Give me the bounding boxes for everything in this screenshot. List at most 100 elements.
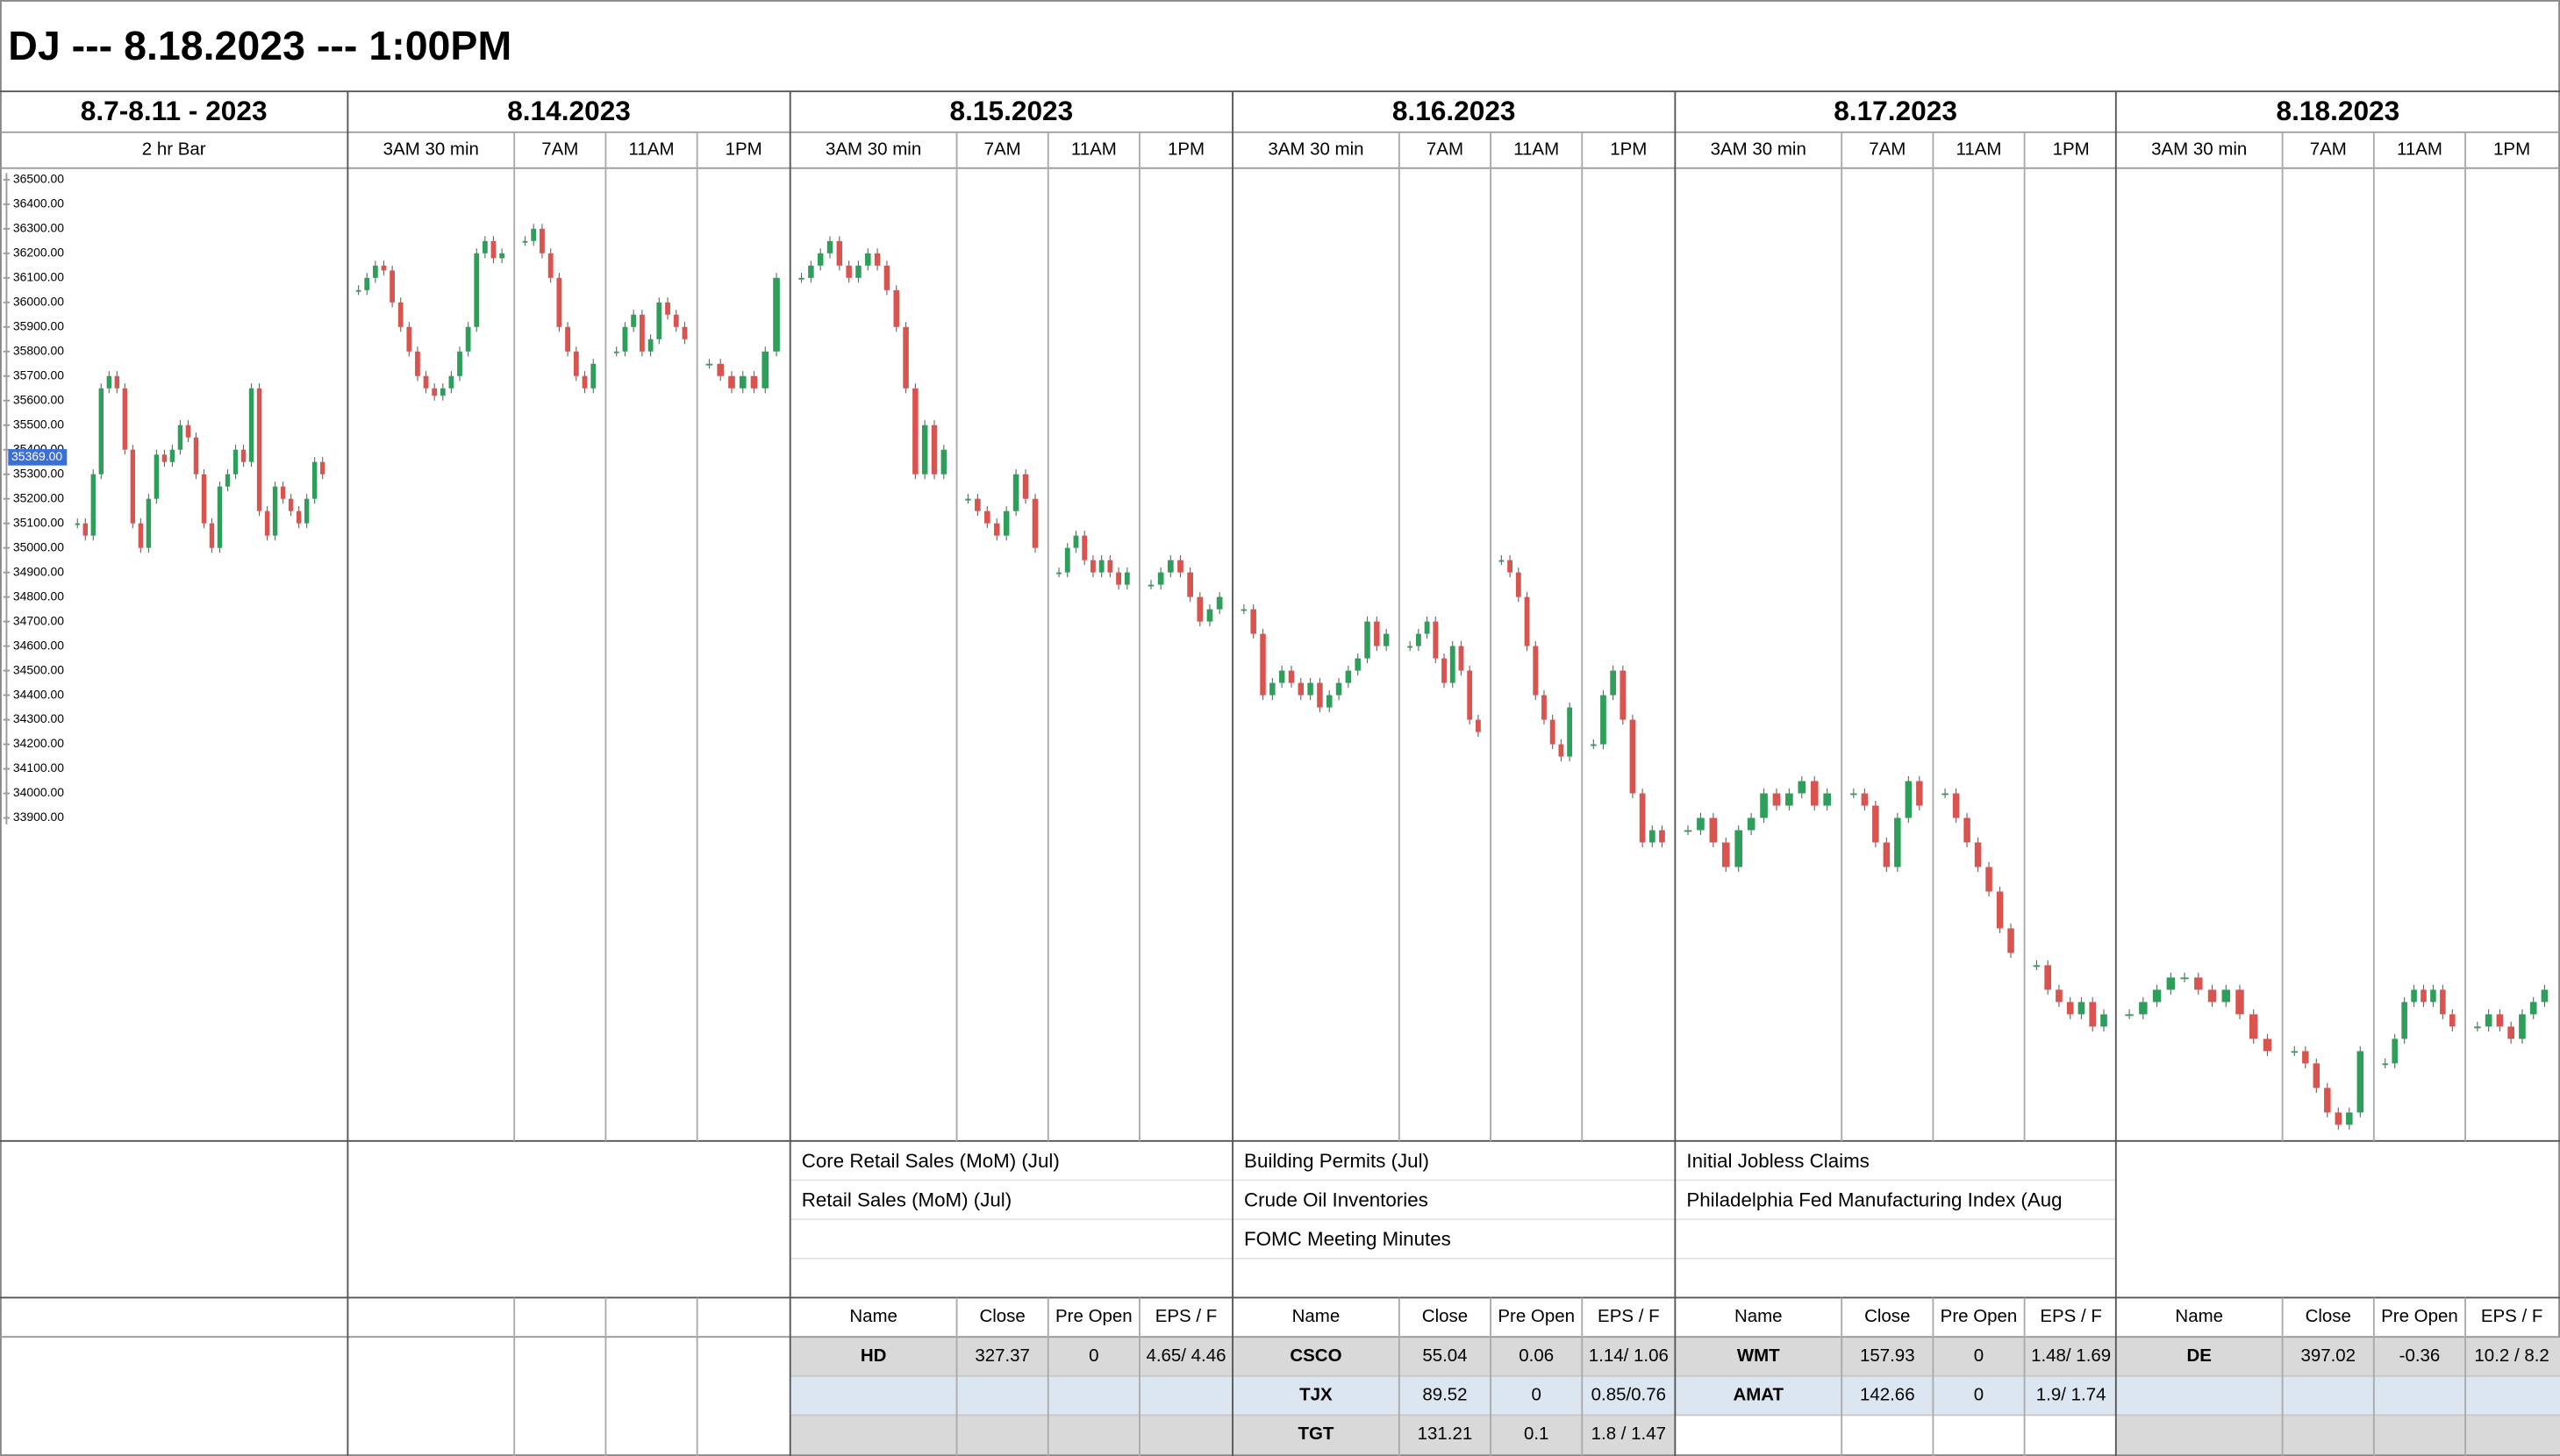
candle-body <box>2529 1002 2537 1015</box>
earnings-cell: 0 <box>1974 1385 1984 1405</box>
candle-body <box>440 388 446 396</box>
candle-body <box>90 474 96 536</box>
row-background <box>2115 1375 2560 1416</box>
candle-body <box>2346 1112 2353 1125</box>
candle-body <box>1116 572 1121 585</box>
candle-body <box>406 326 412 352</box>
y-tick-label: 36200.00 <box>13 245 64 259</box>
y-tick-label: 36300.00 <box>13 221 64 235</box>
session-label: 7AM <box>1427 139 1463 160</box>
session-label: 7AM <box>541 139 578 160</box>
earnings-cell: 0.85/0.76 <box>1591 1385 1666 1405</box>
earnings-cell: DE <box>2187 1345 2212 1366</box>
candle-body <box>2152 989 2162 1003</box>
candle-body <box>1383 633 1390 646</box>
candle-body <box>1012 474 1019 511</box>
candle-body <box>2449 1014 2456 1027</box>
candle-body <box>1697 817 1705 831</box>
candle-body <box>1872 805 1879 843</box>
candle-body <box>1157 572 1164 585</box>
candle-body <box>1241 609 1248 611</box>
y-tick-label: 35500.00 <box>13 417 64 431</box>
candle-body <box>1659 830 1665 843</box>
candle-body <box>98 388 104 475</box>
earnings-cell: TGT <box>1298 1424 1334 1444</box>
row-background <box>790 1375 1234 1416</box>
candle-body <box>798 277 804 280</box>
candle-body <box>1458 646 1464 671</box>
y-tick-label: 36500.00 <box>13 172 64 186</box>
candle-body <box>762 351 769 389</box>
event-label: Core Retail Sales (MoM) (Jul) <box>802 1150 1060 1172</box>
candle-body <box>2249 1014 2258 1039</box>
candle-body <box>2077 1002 2085 1015</box>
candle-body <box>582 375 588 389</box>
candle-body <box>883 265 890 290</box>
candle-body <box>1541 695 1547 720</box>
candle-body <box>1916 781 1923 806</box>
candle-body <box>474 253 480 327</box>
candle-body <box>940 449 947 475</box>
candle-body <box>1307 682 1313 696</box>
session-label: 3AM 30 min <box>1711 139 1806 160</box>
earnings-header: Pre Open <box>1941 1306 2018 1326</box>
candle-body <box>2507 1026 2514 1039</box>
candle-body <box>296 510 302 524</box>
event-label: Initial Jobless Claims <box>1686 1150 1869 1172</box>
candle-body <box>1610 670 1616 696</box>
candle-body <box>639 314 645 352</box>
candle-body <box>2291 1051 2299 1053</box>
candle-body <box>2440 989 2446 1015</box>
candle-body <box>209 523 215 548</box>
earnings-cell: 0.1 <box>1524 1424 1548 1444</box>
candle-body <box>1177 560 1183 573</box>
candle-body <box>565 326 571 352</box>
date-header: 8.14.2023 <box>507 95 631 126</box>
candle-body <box>1082 535 1088 560</box>
candle-body <box>1747 817 1756 831</box>
earnings-cell: 55.04 <box>1422 1345 1467 1366</box>
y-tick-label: 35700.00 <box>13 368 64 382</box>
candle-body <box>138 523 144 548</box>
row-background <box>1675 1337 2116 1376</box>
candle-body <box>1433 621 1439 659</box>
session-label: 1PM <box>726 139 762 160</box>
y-tick-label: 36100.00 <box>13 269 64 283</box>
candle-body <box>122 388 128 450</box>
earnings-cell: AMAT <box>1733 1385 1784 1405</box>
candle-body <box>808 265 814 278</box>
candle-body <box>2401 1002 2407 1039</box>
candle-body <box>2519 1014 2526 1039</box>
candle-body <box>1941 793 1949 796</box>
candle-body <box>1415 633 1421 646</box>
candle-body <box>2302 1051 2309 1064</box>
candle-body <box>773 277 780 352</box>
candle-body <box>1364 621 1370 659</box>
candle-body <box>1515 572 1521 597</box>
y-tick-label: 34500.00 <box>13 662 64 676</box>
y-tick-label: 33900.00 <box>13 810 64 824</box>
earnings-header: Name <box>849 1306 897 1326</box>
candle-body <box>2221 989 2230 1003</box>
candle-body <box>2007 928 2014 953</box>
candle-body <box>1861 793 1869 806</box>
candle-body <box>717 363 725 376</box>
candle-body <box>846 265 852 278</box>
y-tick-label: 35100.00 <box>13 515 64 529</box>
y-tick-label: 35600.00 <box>13 392 64 406</box>
y-tick-label: 34800.00 <box>13 589 64 603</box>
candle-body <box>682 326 688 339</box>
candle-body <box>1629 719 1636 794</box>
row-background <box>2115 1415 2560 1455</box>
candle-body <box>984 510 990 524</box>
earnings-header: EPS / F <box>2481 1306 2543 1326</box>
candle-body <box>1260 633 1266 696</box>
candle-body <box>1288 670 1295 683</box>
row-background <box>1675 1375 2116 1416</box>
earnings-cell: 131.21 <box>1418 1424 1473 1444</box>
earnings-header: EPS / F <box>2040 1306 2102 1326</box>
candle-body <box>1648 830 1655 843</box>
earnings-header: Pre Open <box>1055 1306 1133 1326</box>
candle-body <box>1326 695 1333 708</box>
candle-body <box>1810 781 1819 806</box>
